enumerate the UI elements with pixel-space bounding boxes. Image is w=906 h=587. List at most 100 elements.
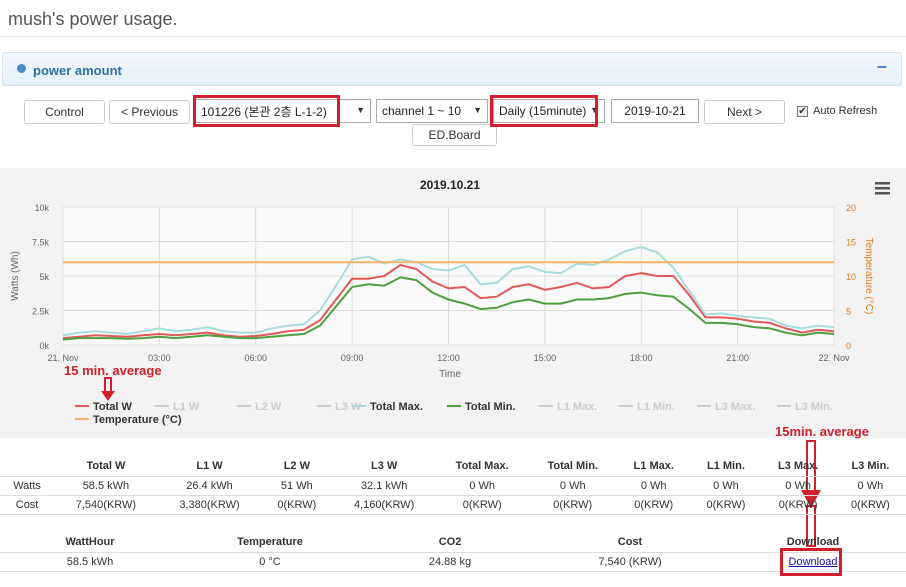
device-select[interactable]: 101226 (본관 2층 L-1-2) ▼	[195, 99, 371, 123]
table-cell: 32.1 kWh	[360, 479, 408, 492]
panel-bullet-icon	[17, 64, 26, 73]
column-header: L1 W	[196, 460, 223, 473]
panel-header: power amount −	[2, 52, 902, 86]
x-tick-label: 21. Nov	[47, 353, 79, 363]
table-cell: 0(KRW)	[553, 498, 593, 511]
summary-table: Total W L1 W L2 W L3 W Total Max. Total Min. L…	[0, 457, 906, 515]
x-tick-label: 22. Nov	[818, 353, 850, 363]
totals-table: WattHour Temperature CO2 Cost Download 58.5 …	[0, 533, 906, 572]
table-cell: 0 Wh	[469, 479, 496, 492]
table-cell: 7,540(KRW)	[75, 498, 137, 511]
table-cell: 0(KRW)	[277, 498, 317, 511]
legend-item: Total Min.	[465, 401, 516, 413]
table-cell: 0 Wh	[857, 479, 884, 492]
table-row: Cost 7,540(KRW) 3,380(KRW) 0(KRW) 4,160(KRW)…	[0, 495, 906, 514]
summary-header-row: Total W L1 W L2 W L3 W Total Max. Total Min. L…	[0, 457, 906, 476]
legend-item: L3 Min.	[795, 401, 833, 413]
collapse-icon[interactable]: −	[876, 57, 887, 77]
y-tick-label: 7.5k	[32, 238, 50, 248]
legend-item: Total W	[93, 401, 133, 413]
column-header: Total Max.	[455, 460, 509, 473]
column-header: L3 Max.	[777, 460, 819, 473]
table-cell: 0 Wh	[640, 479, 667, 492]
table-cell: 3,380(KRW)	[179, 498, 240, 511]
date-input[interactable]: 2019-10-21	[611, 99, 699, 123]
column-header: WattHour	[65, 536, 115, 549]
table-cell: 0(KRW)	[462, 498, 502, 511]
column-header: Total Min.	[547, 460, 598, 473]
legend-item: L3 W	[335, 401, 362, 413]
column-header: L3 Min.	[851, 460, 890, 473]
download-link[interactable]: Download	[788, 555, 838, 568]
edboard-button[interactable]: ED.Board	[412, 124, 497, 146]
column-header: Cost	[617, 536, 643, 549]
row-label: Cost	[15, 498, 39, 511]
table-cell: 26.4 kWh	[186, 479, 233, 492]
previous-button[interactable]: < Previous	[109, 100, 190, 124]
page-title: mush's power usage.	[8, 9, 178, 29]
table-cell: 0(KRW)	[706, 498, 746, 511]
chevron-down-icon: ▼	[473, 105, 482, 115]
period-select[interactable]: Daily (15minute) ▼	[493, 99, 605, 123]
y-tick-label: 10k	[34, 203, 49, 213]
x-tick-label: 06:00	[244, 353, 267, 363]
table-cell: 0 Wh	[559, 479, 586, 492]
annotation-15min-right: 15min. average	[775, 424, 869, 439]
totals-cost: 7,540 (KRW)	[598, 555, 662, 568]
arrow-down-icon	[801, 490, 821, 508]
auto-refresh-label: Auto Refresh	[813, 105, 878, 117]
arrow-down-icon	[806, 505, 816, 547]
chart-title: 2019.10.21	[420, 178, 480, 192]
menu-icon	[875, 192, 890, 195]
highlight-download	[780, 548, 842, 576]
highlight-device	[193, 95, 340, 127]
x-tick-label: 12:00	[437, 353, 460, 363]
auto-refresh-checkbox[interactable]: ✔	[797, 106, 808, 117]
totals-download-cell: Download	[720, 552, 906, 571]
chevron-down-icon: ▼	[590, 105, 599, 115]
column-header: CO2	[438, 536, 462, 549]
channel-select-value: channel 1 ~ 10	[382, 104, 462, 118]
next-button[interactable]: Next >	[704, 100, 785, 124]
totals-watthour: 58.5 kWh	[66, 555, 114, 568]
y2-tick-label: 0	[846, 341, 851, 351]
legend-item: L1 Min.	[637, 401, 675, 413]
x-tick-label: 15:00	[534, 353, 557, 363]
control-button[interactable]: Control	[24, 100, 105, 124]
table-cell: 58.5 kWh	[82, 479, 130, 492]
x-tick-label: 18:00	[630, 353, 653, 363]
y2-axis-label: Temperature (°C)	[863, 238, 874, 315]
y-tick-label: 2.5k	[32, 307, 50, 317]
column-header: L1 Min.	[706, 460, 745, 473]
y-tick-label: 0k	[39, 341, 49, 351]
series-line-total-w	[62, 263, 835, 340]
table-cell: 0(KRW)	[634, 498, 674, 511]
legend-item: L3 Max.	[715, 401, 755, 413]
arrow-down-icon	[101, 391, 115, 401]
y2-tick-label: 10	[846, 272, 856, 282]
table-cell: 51 Wh	[280, 479, 313, 492]
period-select-value: Daily (15minute)	[499, 104, 587, 118]
column-header: Download	[786, 536, 840, 549]
column-header: Total W	[86, 460, 126, 473]
annotation-15min-left: 15 min. average	[64, 363, 162, 378]
x-tick-label: 09:00	[341, 353, 364, 363]
legend-item: Total Max.	[370, 401, 423, 413]
x-tick-label: 21:00	[726, 353, 749, 363]
legend-item: Temperature (°C)	[93, 414, 182, 426]
y2-tick-label: 20	[846, 203, 856, 213]
legend-item: L1 Max.	[557, 401, 597, 413]
y-axis-label: Watts (Wh)	[10, 251, 21, 301]
series-line-total-max-	[62, 245, 835, 337]
legend-item: L2 W	[255, 401, 282, 413]
panel-title: power amount	[33, 63, 122, 78]
column-header	[0, 457, 54, 476]
column-header: L2 W	[283, 460, 310, 473]
series-line-total-min-	[62, 276, 835, 341]
channel-select[interactable]: channel 1 ~ 10 ▼	[376, 99, 488, 123]
x-tick-label: 03:00	[148, 353, 171, 363]
table-cell: 0 Wh	[785, 479, 811, 492]
table-cell: 0(KRW)	[778, 498, 818, 511]
y2-tick-label: 5	[846, 307, 851, 317]
